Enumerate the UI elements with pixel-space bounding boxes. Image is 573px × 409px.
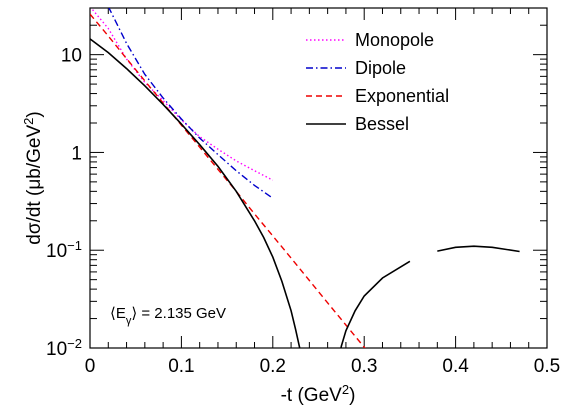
- legend-label-monopole: Monopole: [355, 30, 434, 50]
- x-tick-label: 0.4: [442, 356, 469, 377]
- y-tick-label: 10−2: [46, 336, 82, 361]
- y-tick-label: 1: [71, 143, 82, 164]
- series-line-exponential: [90, 13, 366, 348]
- series-line-monopole: [90, 8, 274, 181]
- series-line-bessel: [340, 260, 411, 348]
- legend-label-bessel: Bessel: [355, 114, 409, 134]
- x-tick-label: 0.1: [168, 356, 194, 377]
- x-tick-label: 0.2: [260, 356, 286, 377]
- y-tick-label: 10−1: [46, 238, 82, 263]
- y-tick-label: 10: [61, 46, 82, 67]
- legend-label-dipole: Dipole: [355, 58, 406, 78]
- axis-ticks: [89, 7, 548, 349]
- y-axis-title: dσ/dt (μb/GeV2): [21, 111, 46, 244]
- x-axis-title: -t (GeV2): [281, 382, 356, 407]
- beam-energy-annotation: ⟨Eγ⟩ = 2.135 GeV: [110, 305, 226, 327]
- plot-frame: [89, 7, 548, 349]
- legend: Monopole Dipole Exponential Bessel: [306, 30, 449, 134]
- series-line-bessel: [437, 245, 520, 253]
- x-tick-label: 0.3: [351, 356, 377, 377]
- axis-tick-labels: 0 0.1 0.2 0.3 0.4 0.5 10 1 10−1 10−2: [46, 46, 560, 377]
- series-line-bessel: [90, 38, 301, 348]
- chart-curves: [90, 8, 520, 348]
- series-line-dipole: [108, 8, 274, 199]
- x-tick-label: 0: [85, 356, 96, 377]
- x-tick-label: 0.5: [534, 356, 560, 377]
- legend-label-exponential: Exponential: [355, 86, 449, 106]
